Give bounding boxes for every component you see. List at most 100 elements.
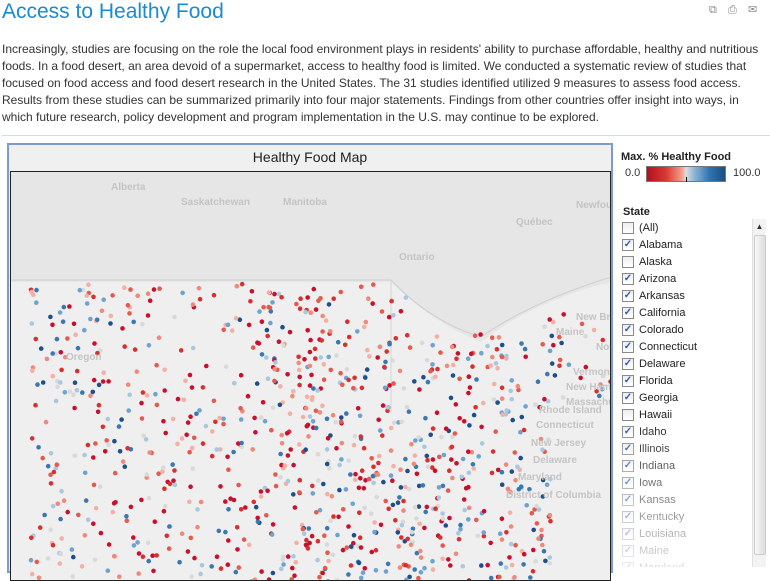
map-dot[interactable] [190, 385, 195, 390]
map-dot[interactable] [386, 562, 391, 567]
map-dot[interactable] [551, 343, 556, 348]
map-dot[interactable] [328, 329, 333, 334]
map-dot[interactable] [515, 465, 520, 470]
map-dot[interactable] [479, 425, 484, 430]
map-dot[interactable] [297, 368, 302, 373]
map-dot[interactable] [278, 452, 283, 457]
map-dot[interactable] [293, 505, 298, 510]
map-dot[interactable] [492, 382, 497, 387]
map-dot[interactable] [322, 377, 327, 382]
map-dot[interactable] [431, 426, 436, 431]
map-dot[interactable] [187, 450, 192, 455]
map-dot[interactable] [358, 535, 363, 540]
map-dot[interactable] [509, 542, 514, 547]
state-option[interactable]: ✓Kentucky [622, 508, 757, 525]
map-dot[interactable] [80, 564, 85, 569]
map-dot[interactable] [344, 411, 349, 416]
map-dot[interactable] [96, 410, 101, 415]
map-dot[interactable] [82, 328, 87, 333]
map-dot[interactable] [447, 468, 452, 473]
map-dot[interactable] [451, 363, 456, 368]
map-dot[interactable] [412, 462, 417, 467]
map-dot[interactable] [190, 466, 195, 471]
map-dot[interactable] [371, 282, 376, 287]
map-dot[interactable] [548, 513, 553, 518]
map-dot[interactable] [84, 498, 89, 503]
map-dot[interactable] [352, 443, 357, 448]
map-dot[interactable] [357, 510, 362, 515]
map-dot[interactable] [283, 463, 288, 468]
map-dot[interactable] [291, 463, 296, 468]
map-dot[interactable] [122, 285, 127, 290]
map-dot[interactable] [264, 355, 269, 360]
map-dot[interactable] [320, 404, 325, 409]
map-dot[interactable] [270, 532, 275, 537]
map-dot[interactable] [418, 549, 423, 554]
map-dot[interactable] [59, 489, 64, 494]
map-dot[interactable] [184, 433, 189, 438]
map-dot[interactable] [405, 469, 410, 474]
map-dot[interactable] [444, 426, 449, 431]
map-dot[interactable] [50, 323, 55, 328]
map-dot[interactable] [542, 397, 547, 402]
map-dot[interactable] [126, 382, 131, 387]
map-dot[interactable] [217, 529, 222, 534]
map-dot[interactable] [212, 293, 217, 298]
map-dot[interactable] [329, 368, 334, 373]
map-dot[interactable] [92, 378, 97, 383]
map-dot[interactable] [265, 489, 270, 494]
map-dot[interactable] [325, 462, 330, 467]
map-dot[interactable] [339, 457, 344, 462]
share-icon[interactable]: ⧉ [709, 5, 721, 16]
map-dot[interactable] [234, 316, 239, 321]
map-dot[interactable] [311, 419, 316, 424]
map-dot[interactable] [324, 318, 329, 323]
map-dot[interactable] [340, 441, 345, 446]
map-dot[interactable] [371, 481, 376, 486]
state-list-scrollbar[interactable]: ▲ [752, 219, 766, 567]
map-dot[interactable] [125, 446, 130, 451]
map-dot[interactable] [271, 571, 276, 576]
map-dot[interactable] [508, 510, 513, 515]
map-dot[interactable] [310, 534, 315, 539]
map-dot[interactable] [314, 409, 319, 414]
map-dot[interactable] [91, 295, 96, 300]
map-dot[interactable] [157, 286, 162, 291]
map-dot[interactable] [180, 291, 185, 296]
map-dot[interactable] [197, 408, 202, 413]
map-dot[interactable] [298, 478, 303, 483]
map-dot[interactable] [305, 395, 310, 400]
map-dot[interactable] [179, 348, 184, 353]
map-dot[interactable] [221, 422, 226, 427]
map-dot[interactable] [127, 393, 132, 398]
map-dot[interactable] [426, 465, 431, 470]
map-dot[interactable] [259, 415, 264, 420]
checkbox-checked[interactable]: ✓ [622, 239, 634, 251]
map-dot[interactable] [399, 420, 404, 425]
map-dot[interactable] [188, 373, 193, 378]
map-dot[interactable] [226, 562, 231, 567]
map-dot[interactable] [392, 420, 397, 425]
map-dot[interactable] [387, 315, 392, 320]
map-dot[interactable] [362, 486, 367, 491]
map-dot[interactable] [462, 419, 467, 424]
map-dot[interactable] [305, 295, 310, 300]
map-dot[interactable] [234, 570, 239, 575]
map-dot[interactable] [46, 556, 51, 561]
map-dot[interactable] [291, 554, 296, 559]
map-dot[interactable] [113, 500, 118, 505]
map-dot[interactable] [50, 351, 55, 356]
map-dot[interactable] [122, 344, 127, 349]
map-dot[interactable] [469, 352, 474, 357]
checkbox-checked[interactable]: ✓ [622, 273, 634, 285]
map-dot[interactable] [131, 535, 136, 540]
map-dot[interactable] [177, 560, 182, 565]
map-dot[interactable] [145, 472, 150, 477]
map-dot[interactable] [376, 418, 381, 423]
map-dot[interactable] [353, 478, 358, 483]
map-dot[interactable] [34, 300, 39, 305]
map-dot[interactable] [35, 382, 40, 387]
map-dot[interactable] [480, 441, 485, 446]
map-dot[interactable] [407, 409, 412, 414]
map-dot[interactable] [369, 511, 374, 516]
